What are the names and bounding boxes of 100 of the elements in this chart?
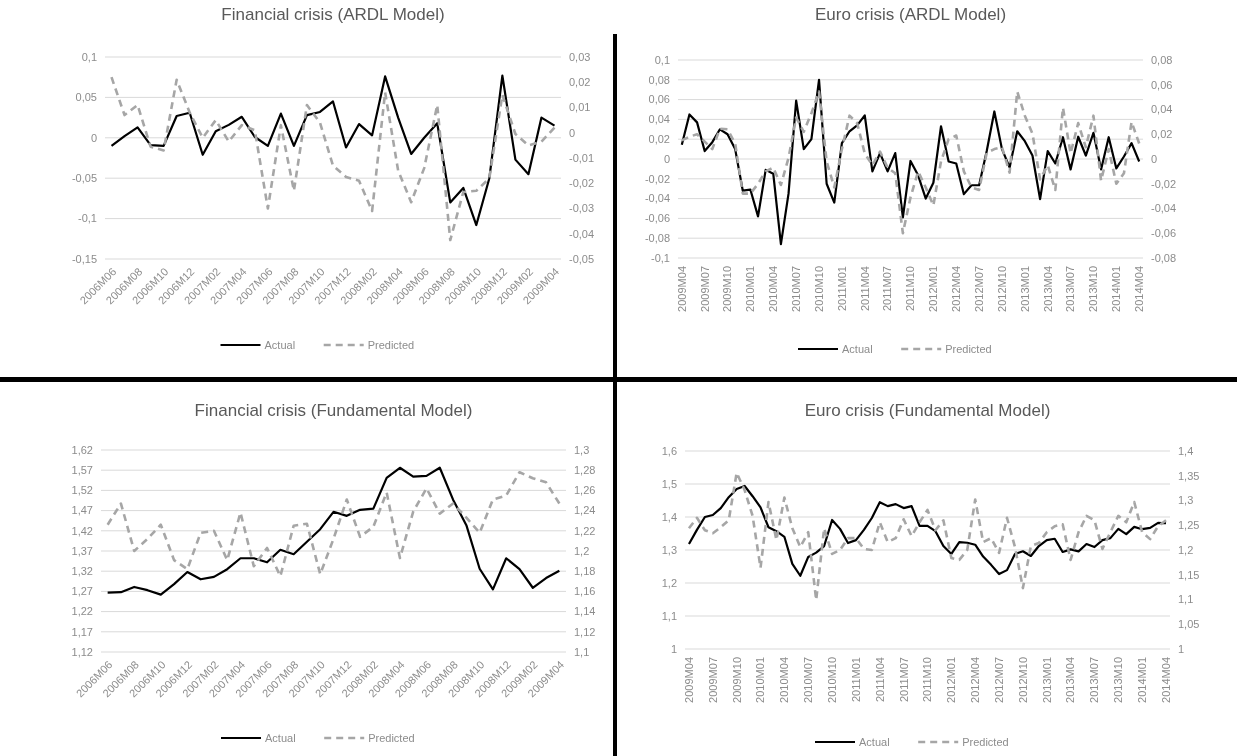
y2-tick-label: 1,1 xyxy=(1178,593,1194,606)
x-tick-label: 2013M07 xyxy=(1064,266,1077,312)
y2-tick-label: 0,04 xyxy=(1151,103,1173,116)
x-tick-label: 2011M10 xyxy=(904,266,917,312)
y-tick-label: -0,15 xyxy=(71,252,97,265)
x-tick-label: 2009M07 xyxy=(706,657,719,703)
y-tick-label: 1,17 xyxy=(71,625,93,638)
y-tick-label: 1,22 xyxy=(71,605,93,618)
x-tick-label: 2013M10 xyxy=(1087,266,1100,312)
x-tick-label: 2010M01 xyxy=(754,657,767,703)
y2-tick-label: 1,15 xyxy=(1178,568,1200,581)
y2-tick-label: -0,01 xyxy=(569,151,595,164)
y-tick-label: 0 xyxy=(663,152,670,165)
x-tick-label: 2014M04 xyxy=(1133,266,1146,312)
y2-tick-label: 1,16 xyxy=(574,585,596,598)
y-tick-label: 1,4 xyxy=(661,510,677,523)
x-tick-label: 2013M01 xyxy=(1040,657,1053,703)
x-tick-label: 2012M07 xyxy=(972,266,985,312)
x-tick-label: 2012M01 xyxy=(927,266,940,312)
x-tick-label: 2012M10 xyxy=(995,266,1008,312)
y-tick-label: -0,08 xyxy=(644,232,670,245)
y2-tick-label: 1,25 xyxy=(1178,519,1200,532)
x-tick-label: 2012M10 xyxy=(1016,657,1029,703)
y2-tick-label: 1,2 xyxy=(1178,543,1194,556)
y2-tick-label: 1,4 xyxy=(1178,444,1194,457)
y2-tick-label: 1 xyxy=(1178,642,1185,655)
y2-tick-label: 0,02 xyxy=(569,76,591,89)
y2-tick-label: -0,05 xyxy=(569,252,595,265)
y2-tick-label: -0,02 xyxy=(1151,177,1177,190)
y2-tick-label: 0,01 xyxy=(569,101,591,114)
x-tick-label: 2010M10 xyxy=(812,266,825,312)
y2-tick-label: 1,1 xyxy=(574,645,590,658)
x-tick-label: 2010M07 xyxy=(802,657,815,703)
chart-title: Euro crisis (ARDL Model) xyxy=(814,5,1007,24)
y2-tick-label: -0,04 xyxy=(1151,202,1177,215)
x-tick-label: 2010M10 xyxy=(825,657,838,703)
legend-label: Actual xyxy=(859,735,890,748)
y2-tick-label: 1,26 xyxy=(574,484,596,497)
y-tick-label: 1,42 xyxy=(71,524,93,537)
y-tick-label: 1,3 xyxy=(661,543,677,556)
x-tick-label: 2012M04 xyxy=(969,657,982,703)
legend-label: Predicted xyxy=(945,342,992,355)
y-tick-label: 0,04 xyxy=(648,113,670,126)
y-tick-label: -0,05 xyxy=(71,172,97,185)
y2-tick-label: -0,06 xyxy=(1151,227,1177,240)
legend-label: Actual xyxy=(264,338,296,351)
x-tick-label: 2010M04 xyxy=(767,266,780,312)
y-tick-label: 1 xyxy=(670,642,677,655)
y-tick-label: -0,04 xyxy=(644,192,670,205)
x-tick-label: 2013M04 xyxy=(1064,657,1077,703)
y2-tick-label: -0,08 xyxy=(1151,251,1177,264)
x-tick-label: 2012M04 xyxy=(950,266,963,312)
x-tick-label: 2012M07 xyxy=(992,657,1005,703)
x-tick-label: 2013M07 xyxy=(1088,657,1101,703)
y2-tick-label: 1,3 xyxy=(574,443,590,456)
y-tick-label: 1,1 xyxy=(661,609,677,622)
x-tick-label: 2011M04 xyxy=(873,657,886,703)
y-tick-label: 1,37 xyxy=(71,544,93,557)
y2-tick-label: 0,02 xyxy=(1151,128,1173,141)
y2-tick-label: 1,3 xyxy=(1178,494,1194,507)
y2-tick-label: -0,04 xyxy=(569,227,595,240)
x-tick-label: 2009M10 xyxy=(730,657,743,703)
y-tick-label: 0,1 xyxy=(81,50,97,63)
y-tick-label: 1,12 xyxy=(71,645,93,658)
y-tick-label: 0 xyxy=(90,131,97,144)
x-tick-label: 2012M01 xyxy=(945,657,958,703)
y-tick-label: 1,2 xyxy=(661,576,677,589)
y-tick-label: -0,02 xyxy=(644,172,670,185)
y2-tick-label: 0 xyxy=(1151,152,1158,165)
y-tick-label: 1,27 xyxy=(71,585,93,598)
x-tick-label: 2014M04 xyxy=(1159,657,1172,703)
y-tick-label: 1,5 xyxy=(661,477,677,490)
y-tick-label: 1,6 xyxy=(661,444,677,457)
y-tick-label: -0,06 xyxy=(644,212,670,225)
x-tick-label: 2013M01 xyxy=(1018,266,1031,312)
x-tick-label: 2011M04 xyxy=(858,266,871,312)
line-series xyxy=(106,466,561,596)
y-tick-label: 0,06 xyxy=(648,93,670,106)
y2-tick-label: 0 xyxy=(569,126,576,139)
x-tick-label: 2011M01 xyxy=(849,657,862,703)
x-tick-label: 2009M10 xyxy=(721,266,734,312)
x-tick-label: 2010M01 xyxy=(744,266,757,312)
y-tick-label: 1,52 xyxy=(71,484,93,497)
x-tick-label: 2009M04 xyxy=(675,266,688,312)
x-tick-label: 2010M04 xyxy=(778,657,791,703)
y2-tick-label: -0,03 xyxy=(569,202,595,215)
x-tick-label: 2011M01 xyxy=(835,266,848,312)
chart-title: Financial crisis (ARDL Model) xyxy=(221,5,445,24)
y-tick-label: -0,1 xyxy=(78,212,97,225)
x-tick-label: 2011M07 xyxy=(897,657,910,703)
y2-tick-label: 1,18 xyxy=(574,565,596,578)
y2-tick-label: 1,12 xyxy=(574,625,596,638)
x-tick-label: 2009M04 xyxy=(682,657,695,703)
y2-tick-label: 0,06 xyxy=(1151,78,1173,91)
y2-tick-label: 0,08 xyxy=(1151,53,1173,66)
legend-label: Actual xyxy=(265,731,296,744)
y-tick-label: 0,05 xyxy=(75,91,97,104)
y2-tick-label: 1,2 xyxy=(574,544,590,557)
legend-label: Actual xyxy=(842,342,873,355)
y-tick-label: 1,62 xyxy=(71,443,93,456)
